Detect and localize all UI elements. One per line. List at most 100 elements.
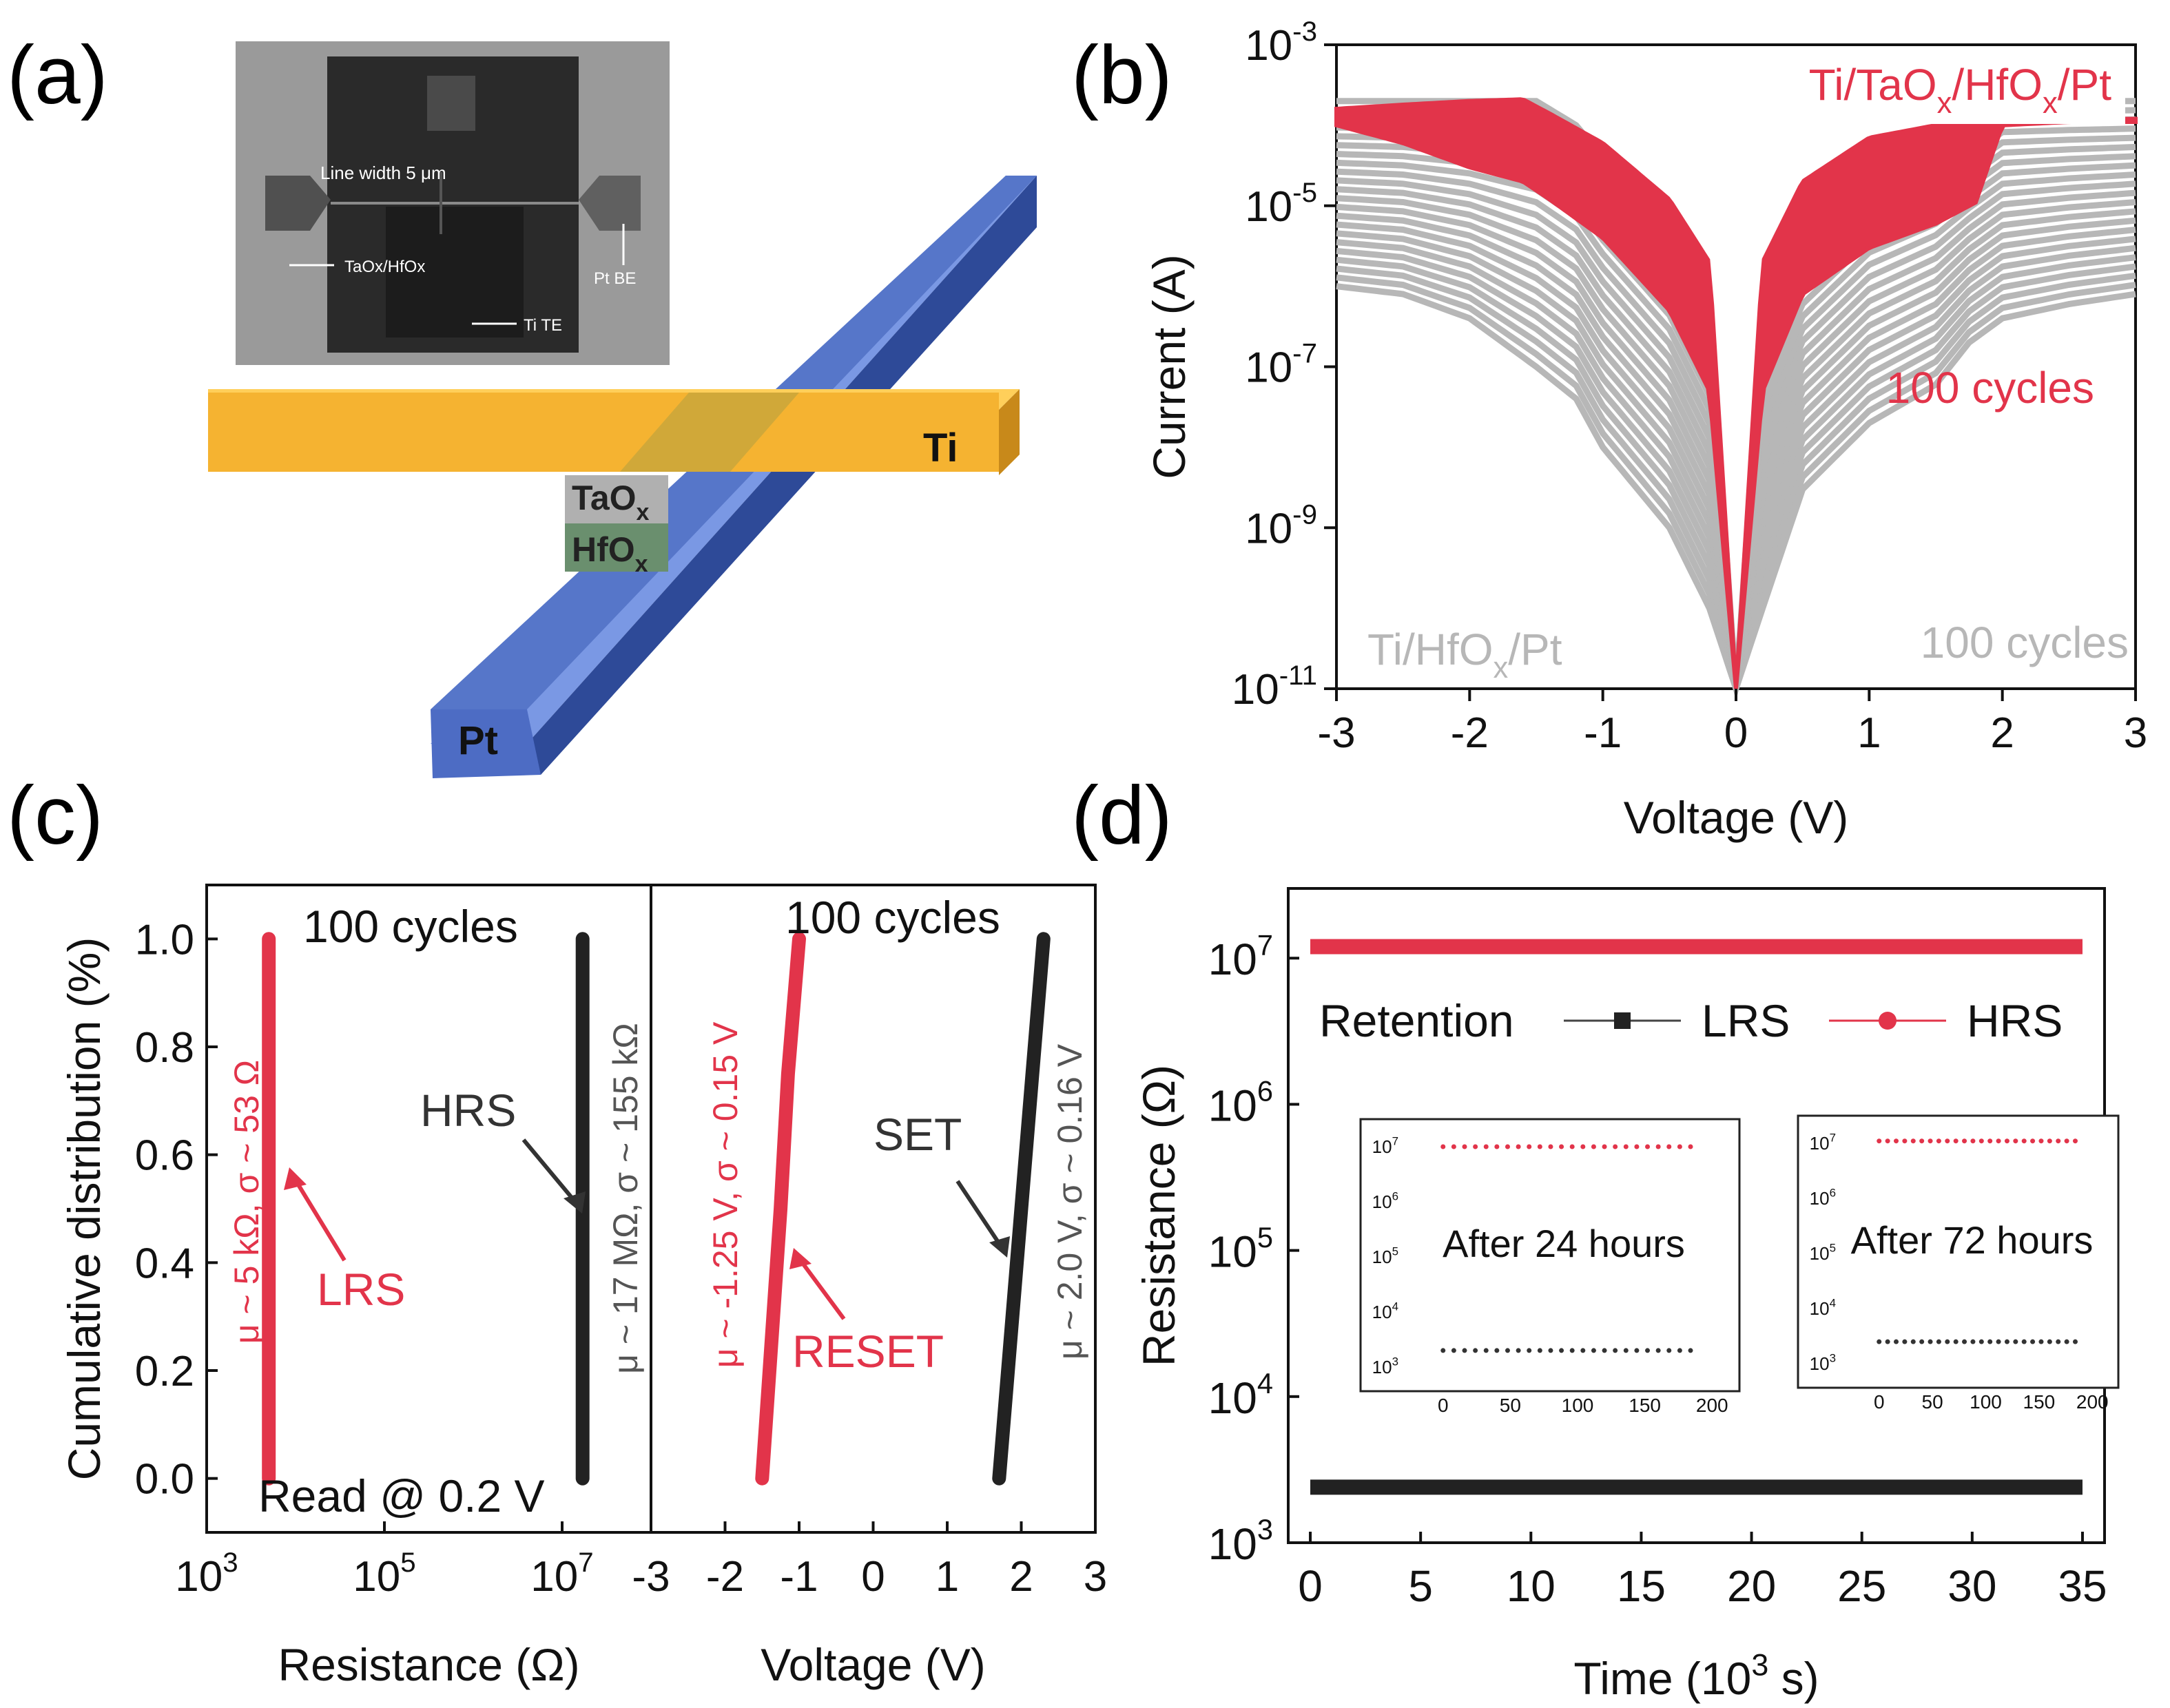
inset-lrs-point — [1505, 1348, 1510, 1353]
inset-hrs-point — [1945, 1138, 1950, 1144]
inset-lrs-point — [1688, 1348, 1693, 1353]
inset-lrs-point — [1473, 1348, 1478, 1353]
set-arrow — [955, 1180, 1002, 1247]
inset-hrs-point — [1910, 1138, 1916, 1144]
inset-lrs-point — [1970, 1339, 1976, 1344]
inset-hrs-point — [2047, 1138, 2052, 1144]
inset-y-tick-label: 103 — [1372, 1355, 1398, 1377]
inset-hrs-point — [1505, 1144, 1510, 1149]
retention-chart: 103 104 105 106 107 0 5 10 15 20 25 30 35 Time (103 s… — [1133, 887, 2120, 1704]
inset-lrs-point — [1936, 1339, 1941, 1344]
inset-hrs-point — [1462, 1144, 1467, 1149]
inset-lrs-point — [1634, 1348, 1640, 1353]
cycles-label-left: 100 cycles — [303, 901, 518, 952]
x-tick-label: 30 — [1947, 1561, 1996, 1611]
legend-hrs-marker — [1879, 1012, 1897, 1030]
reset-stats: μ ~ -1.25 V, σ ~ 0.15 V — [706, 1021, 745, 1368]
inset-x-tick-label: 150 — [1629, 1395, 1661, 1416]
set-stats: μ ~ 2.0 V, σ ~ 0.16 V — [1051, 1043, 1089, 1360]
inset-hrs-point — [1613, 1144, 1618, 1149]
inset-hrs-point — [2004, 1138, 2009, 1144]
y-tick-label: 0.6 — [135, 1132, 194, 1180]
y-tick-label: 10-7 — [1245, 338, 1317, 392]
pt-label: Pt — [458, 718, 498, 763]
inset-lrs-point — [1548, 1348, 1553, 1353]
inset-hrs-point — [1677, 1144, 1682, 1149]
x-tick-label: 0 — [1298, 1561, 1323, 1611]
x-tick-label: 2 — [1009, 1553, 1033, 1601]
inset-lrs-point — [1645, 1348, 1651, 1353]
x-tick-label: -2 — [706, 1553, 744, 1601]
inset-hrs-point — [1537, 1144, 1542, 1149]
legend-gray-cycles: 100 cycles — [1921, 618, 2129, 667]
inset-lrs-point — [2073, 1339, 2078, 1344]
set-cdf-line — [992, 932, 1051, 1486]
inset-hrs-point — [1666, 1144, 1672, 1149]
inset-hrs-point — [1602, 1144, 1607, 1149]
y-tick-label: 10-9 — [1245, 499, 1317, 552]
panel-label-c: (c) — [7, 769, 103, 862]
inset-lrs-point — [1451, 1348, 1456, 1353]
pt-electrode-front — [431, 709, 541, 778]
x-tick-label: 1 — [936, 1553, 959, 1601]
inset-hrs-point — [1516, 1144, 1521, 1149]
hfox-layer — [565, 523, 668, 572]
reset-label: RESET — [792, 1326, 944, 1377]
inset-lrs-point — [1559, 1348, 1564, 1353]
x-tick-label: 0 — [861, 1553, 885, 1601]
inset-lrs-point — [1483, 1348, 1489, 1353]
inset-lrs-point — [2013, 1339, 2018, 1344]
inset-hrs-point — [2056, 1138, 2061, 1144]
inset-lrs-point — [1996, 1339, 2001, 1344]
x-axis-label: Voltage (V) — [1624, 792, 1849, 843]
lrs-arrowhead — [284, 1167, 307, 1190]
y-axis-label: Cumulative distribution (%) — [59, 937, 110, 1481]
y-axis-label: Current (A) — [1144, 254, 1195, 479]
y-tick-label: 0.4 — [135, 1240, 194, 1287]
hrs-stats: μ ~ 17 MΩ, σ ~ 155 kΩ — [606, 1023, 645, 1374]
legend-lrs-label: LRS — [1702, 995, 1790, 1046]
inset-hrs-point — [1936, 1138, 1941, 1144]
panel-label-a: (a) — [7, 29, 108, 121]
inset-frame — [1359, 1118, 1741, 1393]
x-tick-label: 35 — [2058, 1561, 2107, 1611]
legend-red-cycles: 100 cycles — [1886, 363, 2094, 413]
x-tick-label: 25 — [1837, 1561, 1886, 1611]
ti-electrode-front — [208, 393, 999, 472]
lrs-stats: μ ~ 5 kΩ, σ ~ 53 Ω — [227, 1060, 266, 1344]
inset-hrs-point — [1473, 1144, 1478, 1149]
x-tick-label: 0 — [1724, 709, 1748, 757]
inset-hrs-point — [2038, 1138, 2044, 1144]
inset-lrs-point — [1462, 1348, 1467, 1353]
inset-lrs-point — [2038, 1339, 2044, 1344]
inset-hrs-point — [1634, 1144, 1640, 1149]
inset-lrs-point — [1527, 1348, 1532, 1353]
inset-lrs-point — [1677, 1348, 1682, 1353]
y-tick-label: 104 — [1208, 1367, 1273, 1423]
reset-arrowhead — [789, 1248, 812, 1269]
inset-hrs-point — [1928, 1138, 1933, 1144]
x-tick-label: -1 — [780, 1553, 818, 1601]
inset-x-tick-label: 0 — [1874, 1391, 1885, 1413]
inset-hrs-point — [2021, 1138, 2027, 1144]
inset-x-tick-label: 0 — [1438, 1395, 1449, 1416]
inset-lrs-point — [1569, 1348, 1575, 1353]
inset-y-tick-label: 107 — [1810, 1131, 1836, 1154]
inset-hrs-point — [1527, 1144, 1532, 1149]
inset-y-tick-label: 105 — [1372, 1244, 1398, 1267]
gray-iv-curve — [1336, 203, 2136, 689]
inset-hrs-point — [1591, 1144, 1596, 1149]
inset-lrs-point — [2056, 1339, 2061, 1344]
inset-hrs-point — [2013, 1138, 2018, 1144]
legend-red-title: Ti/TaOx/HfOx/Pt — [1809, 60, 2112, 120]
inset-hrs-point — [1970, 1138, 1976, 1144]
legend-box — [1695, 52, 2125, 124]
inset-hrs-point — [1569, 1144, 1575, 1149]
hrs-label: HRS — [420, 1085, 516, 1136]
inset-y-tick-label: 106 — [1810, 1186, 1836, 1209]
reset-cdf-line — [755, 932, 806, 1486]
x-tick-label: 2 — [1990, 709, 2014, 757]
inset-lrs-point — [2064, 1339, 2069, 1344]
y-tick-label: 10-5 — [1245, 177, 1317, 231]
inset-lrs-point — [2030, 1339, 2036, 1344]
